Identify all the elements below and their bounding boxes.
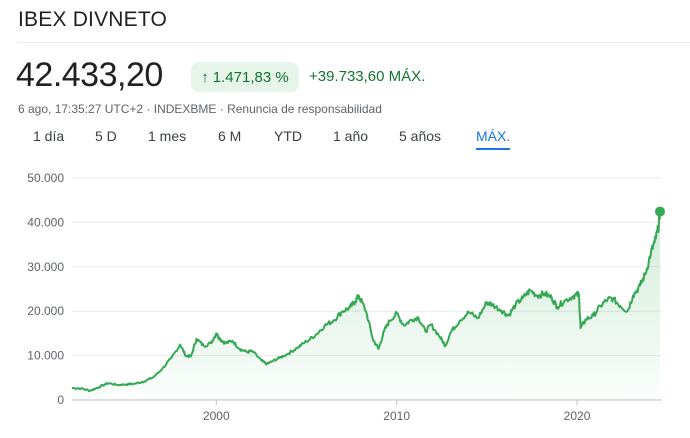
tab-max[interactable]: MÁX. (476, 128, 511, 150)
tab-1-year[interactable]: 1 año (333, 128, 369, 144)
y-tick-label: 0 (57, 393, 64, 407)
current-price: 42.433,20 (16, 56, 163, 94)
tab-5-years[interactable]: 5 años (399, 128, 442, 144)
y-tick-label: 50.000 (27, 171, 64, 185)
change-percent-badge: ↑ 1.471,83 % (191, 62, 299, 92)
change-absolute: +39.733,60 MÁX. (309, 68, 426, 85)
x-tick-label: 2020 (564, 409, 591, 423)
y-tick-label: 30.000 (27, 260, 64, 274)
price-chart[interactable]: 50.000 40.000 30.000 20.000 10.000 0 2000 2010… (0, 160, 690, 438)
change-percent-value: 1.471,83 % (212, 68, 289, 86)
y-tick-label: 40.000 (27, 215, 64, 229)
tab-1-month[interactable]: 1 mes (148, 128, 187, 144)
tab-6-months[interactable]: 6 M (218, 128, 242, 144)
x-axis-labels: 2000 2010 2020 (203, 400, 591, 423)
header-divider (18, 42, 690, 43)
price-area-fill (72, 211, 660, 400)
y-tick-label: 10.000 (27, 349, 64, 363)
y-tick-label: 20.000 (27, 304, 64, 318)
price-line (71, 211, 661, 393)
tab-1-day[interactable]: 1 día (33, 128, 65, 144)
arrow-up-icon: ↑ (201, 68, 209, 86)
tab-ytd[interactable]: YTD (274, 128, 302, 144)
x-tick-label: 2000 (203, 409, 230, 423)
x-tick-label: 2010 (383, 409, 410, 423)
tab-5-days[interactable]: 5 D (95, 128, 117, 144)
y-axis-labels: 50.000 40.000 30.000 20.000 10.000 0 (27, 171, 64, 407)
last-price-marker (655, 206, 665, 217)
quote-meta: 6 ago, 17:35:27 UTC+2 · INDEXBME · Renun… (18, 102, 382, 116)
index-title: IBEX DIVNETO (18, 8, 168, 31)
